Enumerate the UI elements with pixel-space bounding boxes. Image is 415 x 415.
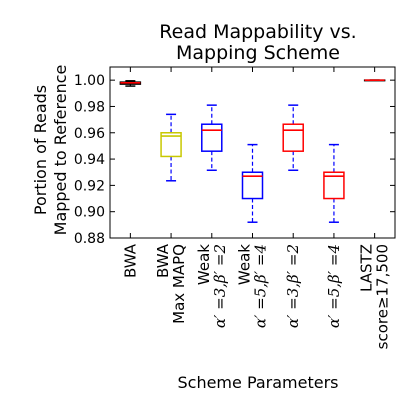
y-tick-label: 0.98: [74, 99, 105, 115]
y-tick-label: 1.00: [74, 73, 105, 89]
x-tick-label: Max MAPQ: [170, 244, 188, 324]
y-axis-label-line-2: Mapped to Reference: [51, 65, 70, 236]
box-5-iqr: [323, 171, 345, 200]
x-tick-label: BWA: [121, 243, 139, 278]
box-2-iqr: [201, 123, 223, 152]
box-4-iqr: [282, 123, 304, 152]
y-tick-label: 0.94: [74, 152, 105, 168]
x-tick-label: score≥17,500: [374, 244, 392, 349]
box-3-iqr: [241, 171, 264, 200]
x-tick-label: α′ =3,β′ =2: [211, 244, 229, 328]
box-1-iqr: [160, 132, 182, 158]
y-tick-label: 0.96: [74, 126, 105, 142]
x-tick-label: α′ =5,β′ =4: [325, 244, 343, 328]
y-axis-label-line-1: Portion of Reads: [31, 85, 50, 215]
x-tick-label: Weak: [236, 244, 254, 285]
x-tick-label: α′ =3,β′ =2: [284, 244, 302, 328]
y-tick-label: 0.90: [74, 205, 105, 221]
x-tick-label: LASTZ: [358, 244, 376, 292]
chart-title-line-2: Mapping Scheme: [176, 42, 340, 64]
chart-title-line-1: Read Mappability vs.: [159, 21, 356, 43]
x-axis-label: Scheme Parameters: [177, 373, 338, 392]
y-tick-label: 0.92: [74, 178, 105, 194]
x-tick-label: BWA: [154, 243, 172, 278]
y-tick-label: 0.88: [74, 231, 105, 247]
x-tick-label: α′ =5,β′ =4: [252, 244, 270, 328]
x-tick-label: Weak: [195, 244, 213, 285]
